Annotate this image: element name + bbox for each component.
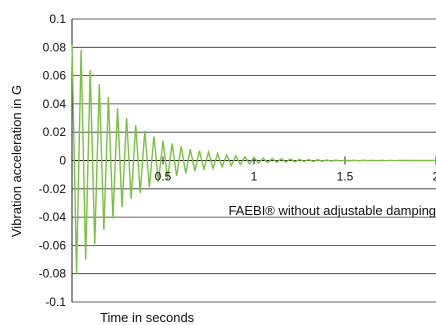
series-layer	[71, 44, 436, 274]
y-tick-label: 0.08	[43, 40, 67, 54]
tick-labels: 0.1 0.08 0.06 0.04 0.02 0 -0.02 -0.04 -0.06 -0.08…	[39, 12, 436, 309]
x-axis-title: Time in seconds	[100, 310, 195, 325]
y-tick-label: -0.06	[39, 238, 67, 252]
y-tick-label: -0.04	[39, 210, 67, 224]
series-line-0	[71, 44, 436, 274]
y-tick-label: -0.1	[45, 295, 66, 309]
y-tick-label: 0.04	[43, 97, 67, 111]
y-tick-label: -0.02	[39, 182, 67, 196]
x-tick-label: 2	[433, 170, 436, 184]
x-tick-label: 1	[251, 170, 258, 184]
y-tick-label: 0.02	[43, 125, 67, 139]
y-tick-label: 0.1	[49, 12, 66, 26]
y-tick-label: 0.06	[43, 69, 67, 83]
y-tick-label: 0	[59, 154, 66, 168]
annotation-label: FAEBI® without adjustable damping	[228, 203, 436, 218]
grid-lines	[72, 18, 436, 303]
x-tick-label: 1.5	[337, 170, 354, 184]
x-tick-label: 0.5	[155, 170, 172, 184]
y-tick-label: -0.08	[39, 267, 67, 281]
y-axis-title: Vibration acceleration in G	[9, 85, 24, 237]
